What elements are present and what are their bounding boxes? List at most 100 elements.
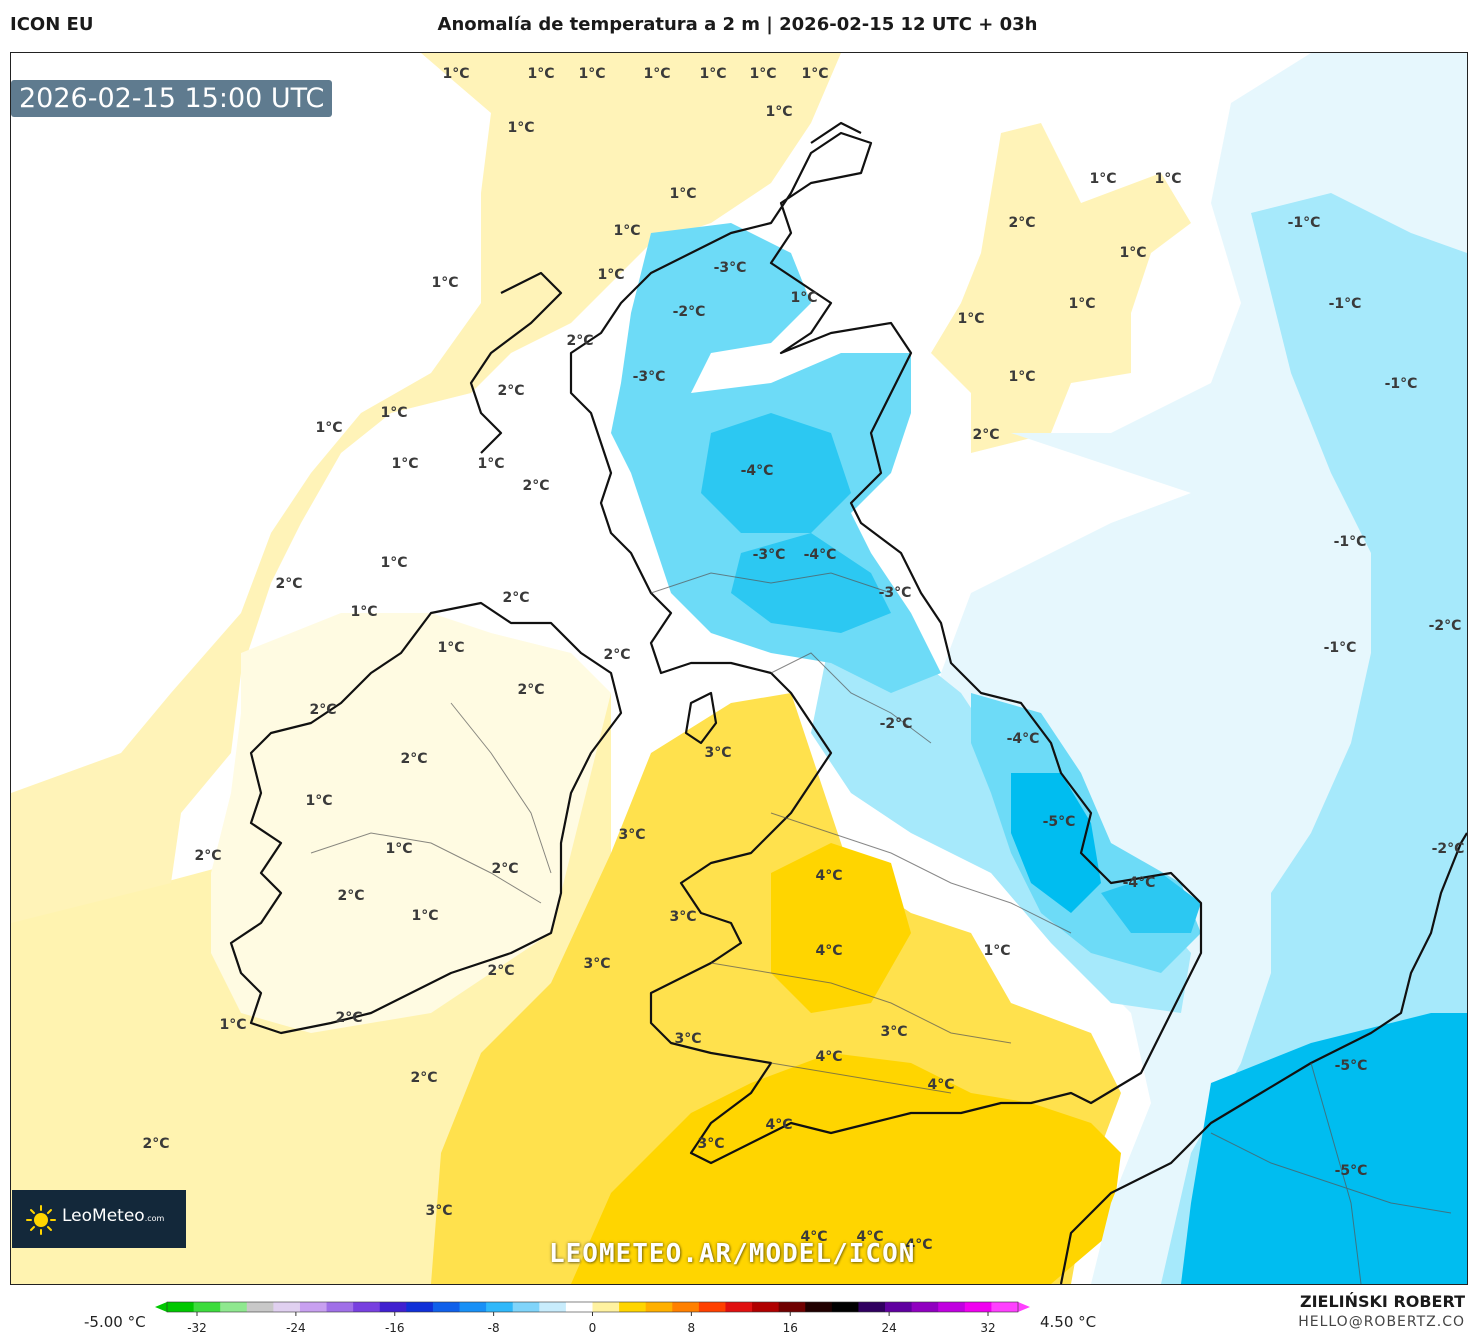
anomaly-label: 2°C — [566, 333, 594, 349]
anomaly-label: 1°C — [507, 120, 535, 136]
anomaly-label: -1°C — [1384, 376, 1418, 392]
anomaly-min-label: -5.00 °C — [84, 1313, 146, 1331]
colorbar-swatch — [353, 1302, 381, 1312]
map-title: Anomalía de temperatura a 2 m | 2026-02-… — [437, 14, 1038, 35]
colorbar-swatch — [645, 1302, 673, 1312]
colorbar-swatch — [406, 1302, 434, 1312]
colorbar-swatch — [619, 1302, 647, 1312]
anomaly-label: -4°C — [740, 463, 774, 479]
colorbar-swatch — [432, 1302, 461, 1312]
colorbar-tick-label: 0 — [589, 1321, 597, 1335]
colorbar-swatch — [193, 1302, 221, 1312]
colorbar-swatch — [220, 1302, 248, 1312]
anomaly-label: -1°C — [1323, 640, 1357, 656]
colorbar-swatch — [911, 1302, 939, 1312]
anomaly-label: 1°C — [699, 66, 727, 82]
anomaly-label: 1°C — [315, 420, 343, 436]
model-name: ICON EU — [10, 14, 94, 35]
coastline-isle-of-man — [684, 691, 718, 745]
anomaly-label: 2°C — [603, 647, 631, 663]
anomaly-label: -1°C — [1287, 215, 1321, 231]
anomaly-label: 4°C — [815, 1049, 843, 1065]
anomaly-label: -3°C — [752, 547, 786, 563]
anomaly-label: -1°C — [1328, 296, 1362, 312]
anomaly-label: 1°C — [643, 66, 671, 82]
anomaly-label: -2°C — [672, 304, 706, 320]
anomaly-label: 2°C — [194, 848, 222, 864]
anomaly-label: 2°C — [487, 963, 515, 979]
colorbar-swatch — [805, 1302, 833, 1312]
anomaly-label: -4°C — [803, 547, 837, 563]
colorbar-swatch — [565, 1302, 593, 1312]
anomaly-zone-minus4-scotland — [701, 413, 851, 533]
colorbar-swatch — [964, 1302, 992, 1312]
coastlines — [229, 121, 1467, 1284]
colorbar-swatch — [991, 1302, 1019, 1312]
anomaly-label: 1°C — [431, 275, 459, 291]
colorbar-tick-label: -32 — [187, 1321, 207, 1335]
colorbar-swatch — [273, 1302, 301, 1312]
anomaly-label: -2°C — [879, 716, 913, 732]
anomaly-label: 3°C — [583, 956, 611, 972]
anomaly-zone-minus4-wash — [1101, 873, 1201, 933]
anomaly-label: 4°C — [927, 1077, 955, 1093]
anomaly-label: 1°C — [669, 186, 697, 202]
colorbar-tick-label: -16 — [385, 1321, 405, 1335]
author-email[interactable]: HELLO@ROBERTZ.CO — [1298, 1314, 1465, 1330]
anomaly-label: 1°C — [749, 66, 777, 82]
anomaly-label: 3°C — [880, 1024, 908, 1040]
anomaly-label: 4°C — [800, 1229, 828, 1245]
anomaly-label: 2°C — [142, 1136, 170, 1152]
anomaly-label: 1°C — [597, 267, 625, 283]
colorbar-min-arrow — [155, 1302, 167, 1312]
colorbar-swatch — [752, 1302, 780, 1312]
anomaly-label: 1°C — [578, 66, 606, 82]
anomaly-label: 3°C — [618, 827, 646, 843]
anomaly-label: 1°C — [477, 456, 505, 472]
colorbar-swatch — [831, 1302, 859, 1312]
colorbar-swatch — [592, 1302, 620, 1312]
anomaly-zone-minus4-borders — [731, 533, 891, 633]
anomaly-label: 2°C — [1008, 215, 1036, 231]
anomaly-label: -1°C — [1333, 534, 1367, 550]
anomaly-label: 1°C — [1154, 171, 1182, 187]
anomaly-zone-plus1-northsea — [931, 123, 1191, 453]
anomaly-label: 1°C — [790, 290, 818, 306]
colorbar-tick-label: -8 — [488, 1321, 500, 1335]
anomaly-label: 4°C — [856, 1229, 884, 1245]
anomaly-label: -2°C — [1428, 618, 1462, 634]
colorbar-swatch — [725, 1302, 753, 1312]
anomaly-label: 2°C — [337, 888, 365, 904]
anomaly-label: 2°C — [972, 427, 1000, 443]
anomaly-label: 1°C — [957, 311, 985, 327]
anomaly-label: 1°C — [983, 943, 1011, 959]
anomaly-zone-plus1-ireland — [211, 613, 611, 1033]
colorbar-swatch — [486, 1302, 514, 1312]
colorbar-swatch — [379, 1302, 407, 1312]
anomaly-label: -3°C — [878, 585, 912, 601]
anomaly-label: -4°C — [1006, 731, 1040, 747]
anomaly-label: 2°C — [275, 576, 303, 592]
anomaly-label: 1°C — [380, 555, 408, 571]
anomaly-label: 1°C — [385, 841, 413, 857]
anomaly-label: 3°C — [704, 745, 732, 761]
anomaly-label: 2°C — [522, 478, 550, 494]
colorbar-swatch — [672, 1302, 700, 1312]
anomaly-label: 1°C — [411, 908, 439, 924]
anomaly-label: 1°C — [1119, 245, 1147, 261]
colorbar-tick-label: -24 — [286, 1321, 306, 1335]
anomaly-zone-plus1-north — [11, 53, 841, 923]
anomaly-label: 1°C — [380, 405, 408, 421]
anomaly-label: 2°C — [497, 383, 525, 399]
website-watermark[interactable]: LEOMETEO.AR/MODEL/ICON — [549, 1239, 916, 1269]
anomaly-label: -3°C — [713, 260, 747, 276]
anomaly-label: -5°C — [1042, 814, 1076, 830]
anomaly-label: 4°C — [815, 868, 843, 884]
colorbar-tick-label: 16 — [783, 1321, 798, 1335]
anomaly-zone-plus4 — [571, 1053, 1121, 1284]
colorbar-swatch — [539, 1302, 567, 1312]
anomaly-zone-minus5-yorkshire — [1011, 773, 1101, 913]
logo-text: LeoMeteo.com — [62, 1206, 165, 1226]
colorbar-swatch — [326, 1302, 354, 1312]
colorbar-max-arrow — [1018, 1302, 1030, 1312]
